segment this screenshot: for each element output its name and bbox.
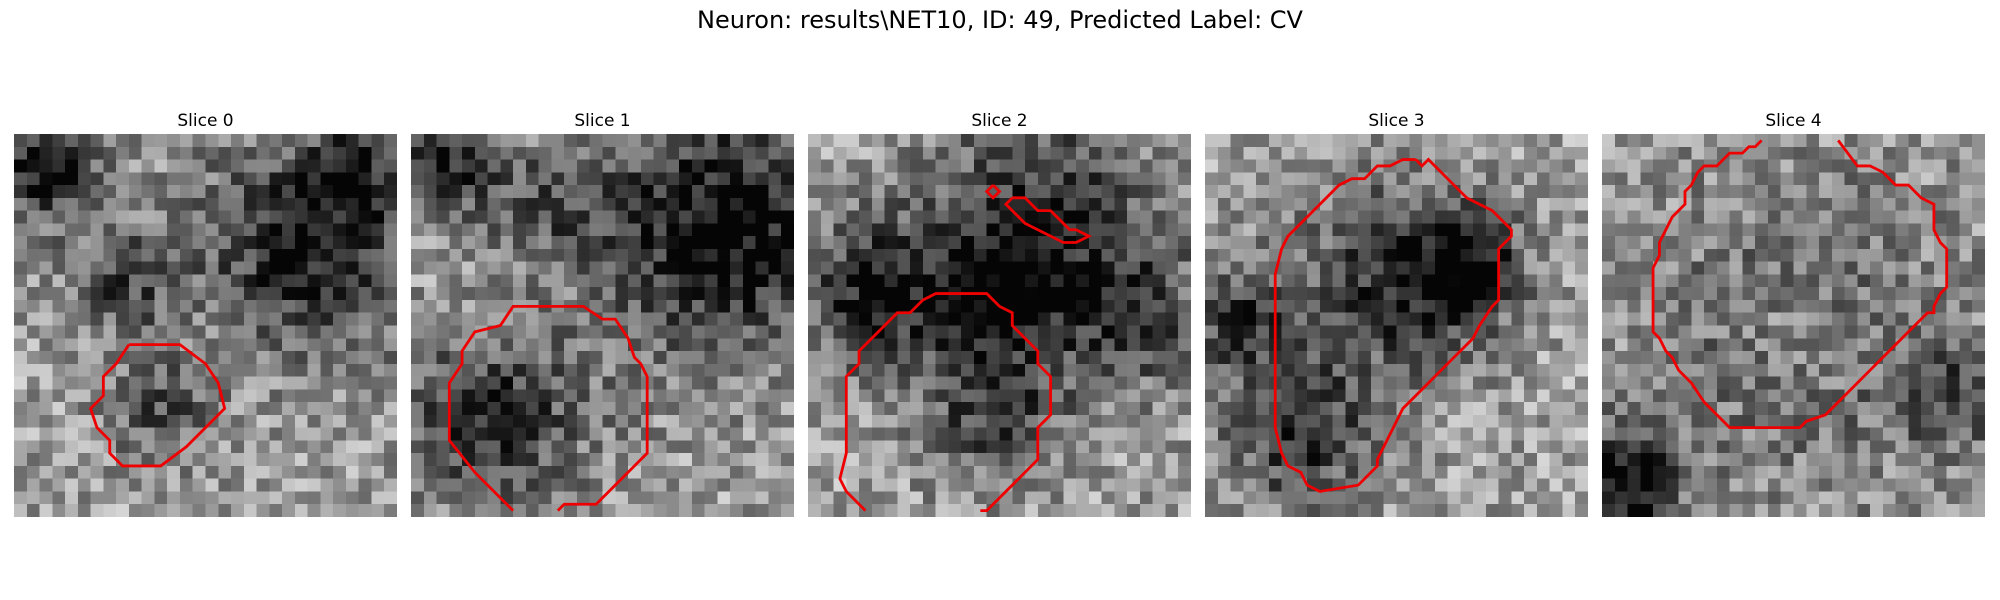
roi-contour-2c (838, 292, 1052, 513)
slice-panel-1: Slice 1 (411, 108, 794, 517)
slice-panel-4: Slice 4 (1602, 108, 1985, 517)
slice-panel-0: Slice 0 (14, 108, 397, 517)
grayscale-pixels-0 (14, 134, 397, 517)
roi-contour-1 (447, 304, 649, 512)
roi-contour-2b (1003, 196, 1093, 244)
grayscale-pixels-2 (808, 134, 1191, 517)
slice-image-2 (808, 134, 1191, 517)
grayscale-pixels-4 (1602, 134, 1985, 517)
slice-title-3: Slice 3 (1368, 111, 1425, 131)
slice-image-3 (1205, 134, 1588, 517)
slice-image-1 (411, 134, 794, 517)
slice-panel-3: Slice 3 (1205, 108, 1588, 517)
roi-contour-3 (1273, 157, 1513, 493)
slice-image-0 (14, 134, 397, 517)
slice-title-0: Slice 0 (177, 111, 234, 131)
grayscale-pixels-1 (411, 134, 794, 517)
roi-contour-2a (984, 184, 1002, 200)
slice-panel-2: Slice 2 (808, 108, 1191, 517)
figure-title: Neuron: results\NET10, ID: 49, Predicted… (697, 6, 1303, 34)
slice-title-4: Slice 4 (1765, 111, 1822, 131)
slice-title-1: Slice 1 (574, 111, 631, 131)
slice-image-4 (1602, 134, 1985, 517)
grayscale-pixels-3 (1205, 134, 1588, 517)
roi-contour-0 (88, 343, 227, 468)
slice-title-2: Slice 2 (971, 111, 1028, 131)
roi-contour-4a (1651, 139, 1949, 430)
